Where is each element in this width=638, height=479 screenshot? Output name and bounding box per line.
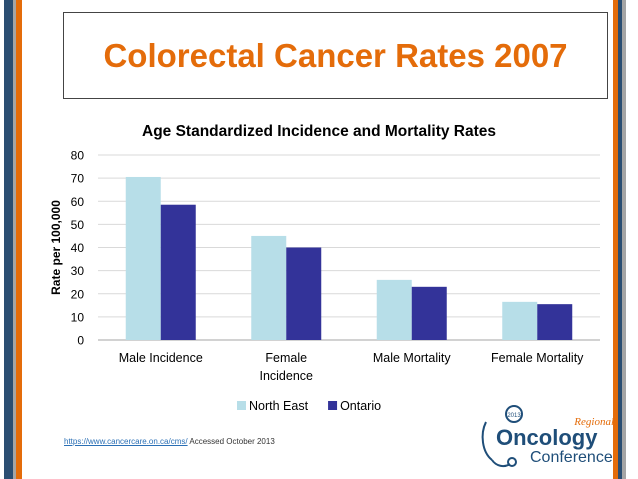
bar xyxy=(160,204,196,340)
source-accessed-text: Accessed October 2013 xyxy=(187,437,275,446)
source-note: https://www.cancercare.on.ca/cms/ Access… xyxy=(64,437,275,446)
bar xyxy=(537,304,573,340)
svg-text:Oncology: Oncology xyxy=(496,425,598,450)
svg-text:Regional: Regional xyxy=(573,416,614,428)
svg-text:Conference: Conference xyxy=(530,449,613,466)
stripe-left-gray xyxy=(13,0,16,479)
slide-title-box: Colorectal Cancer Rates 2007 xyxy=(63,12,608,99)
bar xyxy=(376,279,412,340)
slide-title: Colorectal Cancer Rates 2007 xyxy=(103,36,568,74)
svg-text:2013: 2013 xyxy=(507,413,521,419)
legend-swatch xyxy=(328,401,338,410)
chart-title: Age Standardized Incidence and Mortality… xyxy=(142,123,496,140)
y-tick-label: 50 xyxy=(71,218,85,232)
legend-label: North East xyxy=(249,399,309,413)
bar xyxy=(251,235,287,340)
stripe-right-orange xyxy=(613,0,618,479)
legend-label: Ontario xyxy=(340,399,381,413)
y-tick-label: 40 xyxy=(71,241,85,255)
x-tick-label: Female Mortality xyxy=(491,351,584,365)
bar-chart: Age Standardized Incidence and Mortality… xyxy=(49,123,600,413)
y-tick-label: 10 xyxy=(71,310,85,324)
y-tick-label: 20 xyxy=(71,287,85,301)
bar xyxy=(125,176,161,340)
stripe-left-orange xyxy=(16,0,22,479)
bar xyxy=(286,247,322,340)
y-tick-label: 60 xyxy=(71,195,85,209)
y-tick-label: 30 xyxy=(71,264,85,278)
bar xyxy=(411,286,447,340)
source-link[interactable]: https://www.cancercare.on.ca/cms/ xyxy=(64,437,188,446)
y-axis-label: Rate per 100,000 xyxy=(49,200,63,295)
x-tick-label: Male Incidence xyxy=(119,351,203,365)
x-tick-label: Incidence xyxy=(259,369,313,383)
x-tick-label: Male Mortality xyxy=(373,351,452,365)
y-tick-label: 70 xyxy=(71,172,85,186)
bar xyxy=(502,301,538,340)
stripe-right-gray xyxy=(622,0,626,479)
stripe-right-blue xyxy=(618,0,622,479)
stripe-left-blue xyxy=(4,0,13,479)
y-tick-label: 80 xyxy=(71,149,85,163)
legend-swatch xyxy=(237,401,246,410)
x-tick-label: Female xyxy=(265,351,307,365)
oncology-conference-logo: 2013 Regional Oncology Conference xyxy=(481,405,614,468)
y-tick-label: 0 xyxy=(77,334,84,348)
